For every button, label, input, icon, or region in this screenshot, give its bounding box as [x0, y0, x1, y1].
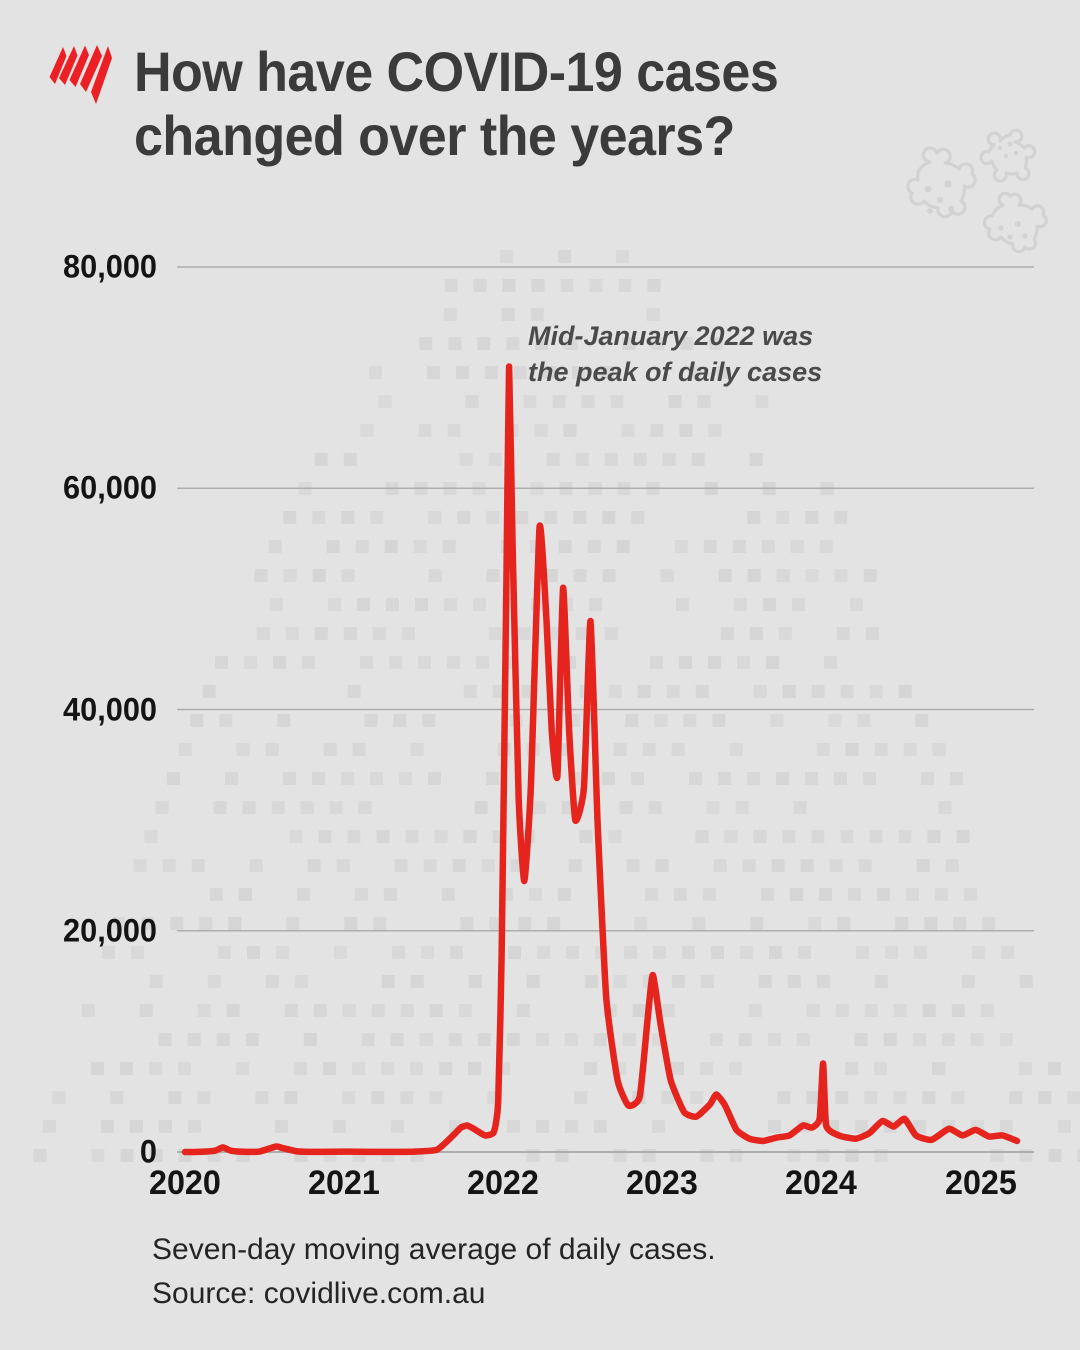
y-axis-tick-label: 40,000: [63, 691, 158, 727]
y-axis-tick-label: 80,000: [63, 248, 158, 285]
coronavirus-icon: [906, 146, 977, 219]
annotation-line-2: the peak of daily cases: [528, 357, 823, 388]
y-axis-tick-label: 20,000: [63, 912, 158, 949]
y-axis-tick-label: 60,000: [63, 469, 158, 506]
title-line-1: How have COVID-19 cases: [134, 40, 779, 103]
x-axis-tick-label: 2024: [785, 1164, 858, 1202]
peak-annotation: Mid-January 2022 was the peak of daily c…: [528, 318, 822, 390]
header: How have COVID-19 cases changed over the…: [0, 0, 1080, 220]
coronavirus-icon: [979, 128, 1037, 183]
title-line-2: changed over the years?: [134, 103, 735, 167]
page-title: How have COVID-19 cases changed over the…: [134, 40, 878, 168]
annotation-line-1: Mid-January 2022 was: [528, 321, 814, 351]
x-axis-tick-label: 2023: [626, 1164, 699, 1202]
coronavirus-icon-group: [906, 128, 1048, 254]
chart-line-series: [181, 363, 1021, 1156]
x-axis-tick-label: 2020: [149, 1164, 221, 1202]
x-axis-tick-label: 2021: [308, 1164, 381, 1202]
footnote-line-1: Seven-day moving average of daily cases.: [152, 1233, 716, 1266]
footnote-source: Source: covidlive.com.au: [152, 1276, 486, 1310]
chart-footnote: Seven-day moving average of daily cases.…: [152, 1228, 716, 1315]
sbs-logo: [49, 45, 112, 104]
x-axis-tick-label: 2025: [944, 1164, 1017, 1202]
x-axis-tick-label: 2022: [467, 1164, 540, 1202]
coronavirus-icon: [982, 191, 1048, 254]
y-axis-tick-label: 0: [139, 1133, 157, 1170]
